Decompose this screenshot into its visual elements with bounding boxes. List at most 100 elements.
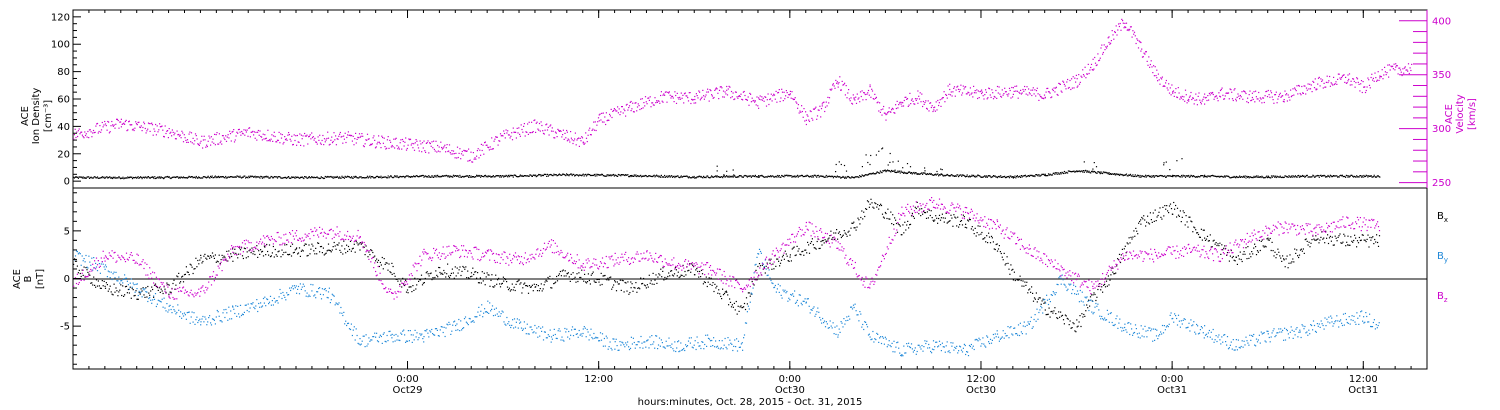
bx-point [1288,262,1290,264]
velocity-point [1381,69,1383,71]
bx-point [1096,296,1098,298]
density-point [1250,176,1252,178]
velocity-point [994,96,996,98]
velocity-point [787,96,789,98]
bx-point [785,253,787,255]
bx-point [239,247,241,249]
bx-point [696,267,698,270]
velocity-point [377,141,379,143]
velocity-point [367,138,369,140]
bx-point [1118,253,1121,255]
bx-point [937,222,939,224]
density-point [1235,176,1237,178]
velocity-point [1346,82,1348,84]
density-point [865,174,867,176]
velocity-point [1366,86,1368,88]
velocity-point [286,139,288,141]
density-point [780,176,782,178]
bx-point [162,292,164,295]
bx-point [908,227,910,229]
velocity-point [1238,95,1240,97]
density-point [1352,175,1354,177]
density-point [957,176,960,178]
velocity-point [176,130,178,132]
density-point [660,176,662,178]
velocity-point [548,134,550,136]
density-point [190,176,192,178]
density-point [1348,176,1351,178]
density-point [639,175,641,177]
velocity-point [433,148,435,150]
velocity-point [92,129,95,132]
velocity-point [1270,90,1272,92]
density-point [992,176,994,178]
bx-point [673,273,676,275]
velocity-point [935,101,937,103]
velocity-point [535,122,537,124]
density-point [726,176,729,178]
density-point [640,174,642,176]
bx-point [1067,318,1069,320]
bx-point [1235,256,1237,258]
bx-point [615,290,618,292]
velocity-point [1325,86,1327,88]
density-point [1132,174,1134,176]
velocity-point [918,95,920,97]
bx-point [771,268,773,270]
velocity-point [1267,89,1269,92]
density-point [605,175,607,177]
density-point [442,175,444,177]
velocity-point [1345,82,1347,84]
density-point [1127,175,1129,177]
bx-point [606,279,608,281]
bx-point [661,276,663,278]
velocity-point [729,86,731,88]
density-point [724,176,726,178]
velocity-point [140,125,142,127]
density-point [1089,172,1091,174]
density-point [922,172,924,174]
density-point [97,177,99,179]
bx-point [1167,210,1169,212]
velocity-point [863,92,865,94]
velocity-point [264,134,266,136]
density-point [430,176,432,178]
density-point [898,170,901,172]
velocity-point [417,147,420,149]
velocity-point [942,97,944,99]
bx-point [327,249,329,251]
density-point [507,174,510,176]
velocity-point [378,135,380,137]
density-point [892,170,894,172]
velocity-point [626,103,628,105]
density-point [135,176,137,178]
bx-point [399,283,401,285]
velocity-point [1132,30,1134,32]
velocity-point [173,134,175,136]
bx-point [420,274,423,276]
density-point [925,173,927,175]
bx-point [862,218,864,220]
density-point [564,174,566,176]
bx-point [260,249,262,251]
velocity-point [1114,31,1116,34]
bx-point [901,234,903,236]
bx-point [535,284,538,286]
velocity-point [719,86,721,88]
velocity-point [980,90,982,92]
bx-point [1024,281,1026,283]
bx-point [1363,239,1365,241]
velocity-point [449,152,451,154]
velocity-point [746,99,748,101]
density-point [1369,175,1371,177]
velocity-point [1122,22,1124,24]
density-spike-point [902,167,904,169]
bx-point [1170,208,1173,210]
velocity-point [647,97,649,99]
velocity-point [395,137,397,139]
density-point [452,176,454,178]
velocity-point [688,92,690,94]
density-point [161,177,163,179]
density-point [608,174,610,176]
density-point [364,177,366,179]
